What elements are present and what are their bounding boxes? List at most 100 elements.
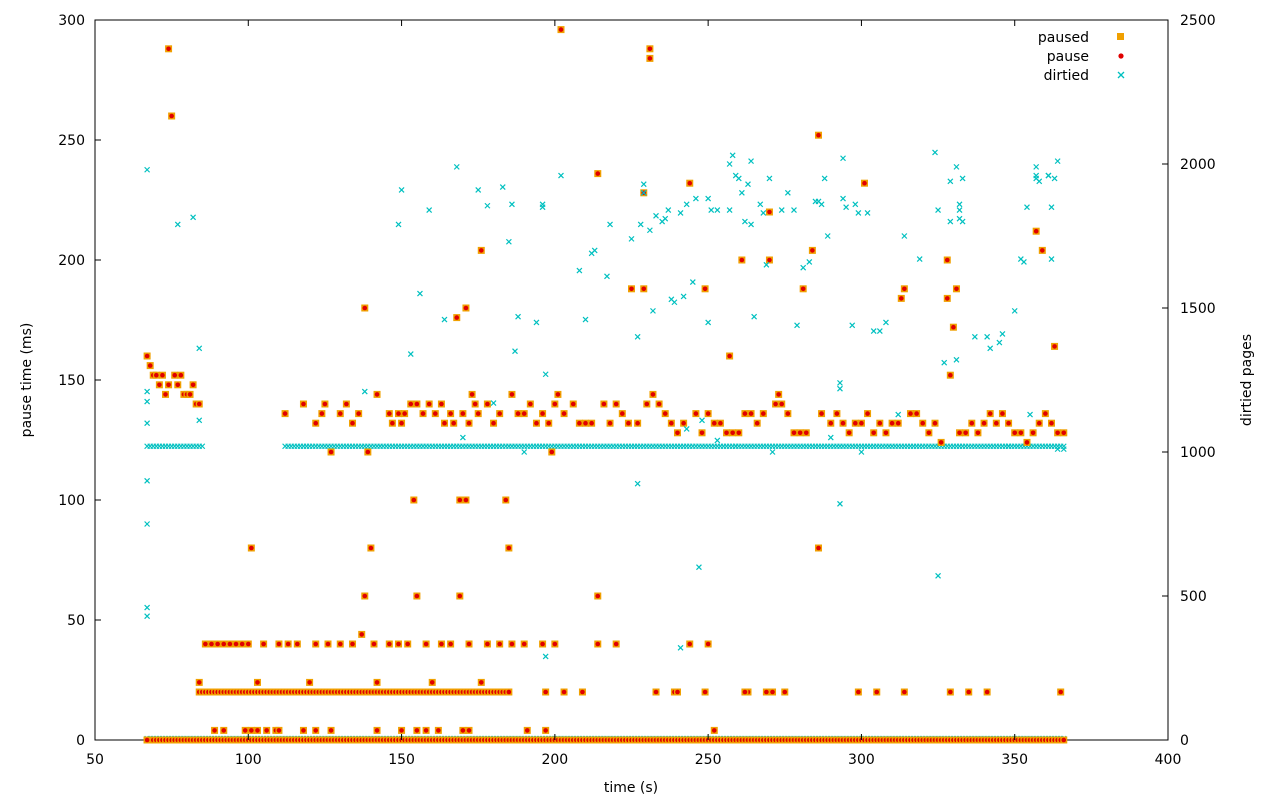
pause-point — [862, 180, 867, 186]
dirtied-point — [144, 521, 151, 527]
dirtied-point — [515, 313, 521, 320]
dirtied-point — [1054, 158, 1061, 165]
pause-point — [595, 593, 601, 599]
dirtied-point — [196, 345, 203, 352]
pause-point — [662, 411, 668, 416]
pause-point — [1018, 430, 1024, 436]
pause-point — [325, 641, 331, 647]
dirtied-point — [696, 564, 702, 571]
pause-point — [948, 689, 953, 695]
y-tick-label: 300 — [58, 13, 85, 29]
dirtied-point — [1051, 175, 1058, 182]
pause-point — [1000, 411, 1005, 416]
dirtied-point — [144, 477, 151, 484]
dirtied-point — [628, 235, 635, 242]
dirtied-point — [417, 290, 423, 297]
pause-point — [877, 420, 883, 426]
y-tick-label: 50 — [67, 613, 85, 629]
pause-point — [1055, 430, 1060, 436]
dirtied-point — [144, 613, 151, 620]
dirtied-point — [806, 258, 813, 265]
dirtied-point — [935, 207, 941, 214]
dirtied-point — [637, 221, 644, 228]
pause-point — [874, 689, 880, 695]
pause-point — [561, 689, 567, 695]
pause-point — [687, 641, 693, 647]
pause-point — [687, 180, 693, 186]
pause-point — [816, 132, 821, 138]
dirtied-point — [558, 172, 564, 179]
pause-point — [365, 449, 371, 455]
pause-point — [328, 449, 334, 455]
pause-point — [497, 641, 502, 647]
pause-point — [555, 392, 561, 397]
dirtied-point — [144, 604, 151, 611]
dirtied-point — [1045, 172, 1052, 179]
dirtied-point — [757, 201, 764, 208]
dirtied-point — [683, 426, 690, 432]
y-axis-left: 0 50 100 150 200 250 300 — [58, 13, 101, 749]
y2-tick-label: 1000 — [1180, 445, 1216, 461]
pause-point — [641, 286, 647, 292]
pause-point — [540, 411, 545, 416]
dirtied-point — [837, 500, 843, 507]
dirtied-point — [490, 400, 497, 406]
pause-point — [1043, 411, 1048, 416]
pause-point — [187, 392, 193, 397]
dirtied-point — [769, 449, 776, 455]
pause-point — [932, 420, 938, 426]
pause-point — [800, 286, 806, 292]
pause-point — [1033, 228, 1039, 234]
pause-point — [966, 689, 972, 695]
pause-point — [344, 401, 349, 407]
dirtied-point — [729, 152, 736, 159]
pause-point — [761, 411, 766, 416]
pause-point — [773, 401, 778, 407]
pause-point — [742, 411, 748, 416]
pause-point — [466, 641, 472, 647]
pause-point — [242, 728, 248, 733]
dirtied-point — [542, 371, 549, 378]
pause-point — [472, 401, 478, 407]
pause-point — [221, 641, 227, 647]
dirtied-point — [705, 195, 712, 202]
dirtied-point — [395, 221, 402, 228]
pause-point — [411, 497, 417, 503]
pause-point — [276, 641, 282, 647]
pause-point — [669, 420, 674, 426]
pause-point — [227, 641, 233, 647]
pause-point — [727, 353, 732, 359]
x-axis-title: time (s) — [604, 780, 658, 796]
x-tick-label: 400 — [1155, 752, 1182, 768]
dirtied-point — [714, 437, 721, 444]
dirtied-point — [705, 319, 712, 326]
pause-point — [402, 411, 407, 416]
legend-label-dirtied: dirtied — [1044, 68, 1089, 84]
dirtied-point — [956, 207, 963, 214]
pause-point — [711, 728, 717, 733]
dirtied-point — [199, 443, 206, 450]
dirtied-point — [971, 333, 978, 340]
pause-point — [478, 248, 484, 253]
pause-point — [454, 315, 460, 320]
pause-point — [169, 113, 174, 119]
dirtied-point — [453, 163, 460, 170]
pause-point — [828, 420, 834, 426]
dirtied-point — [708, 207, 715, 214]
dirtied-point — [539, 204, 546, 211]
pause-point — [908, 411, 913, 416]
pause-point — [295, 641, 300, 647]
pause-point — [144, 737, 150, 743]
dirtied-point — [144, 166, 151, 173]
dirtied-point — [858, 449, 865, 455]
pause-point — [856, 689, 861, 695]
pause-point — [656, 401, 662, 407]
pause-point — [509, 392, 515, 397]
pause-point — [558, 27, 564, 32]
pause-point — [895, 420, 901, 426]
y2-tick-label: 0 — [1180, 733, 1189, 749]
dirtied-point — [778, 207, 785, 214]
dirtied-point — [901, 233, 908, 239]
pause-point — [432, 411, 438, 416]
